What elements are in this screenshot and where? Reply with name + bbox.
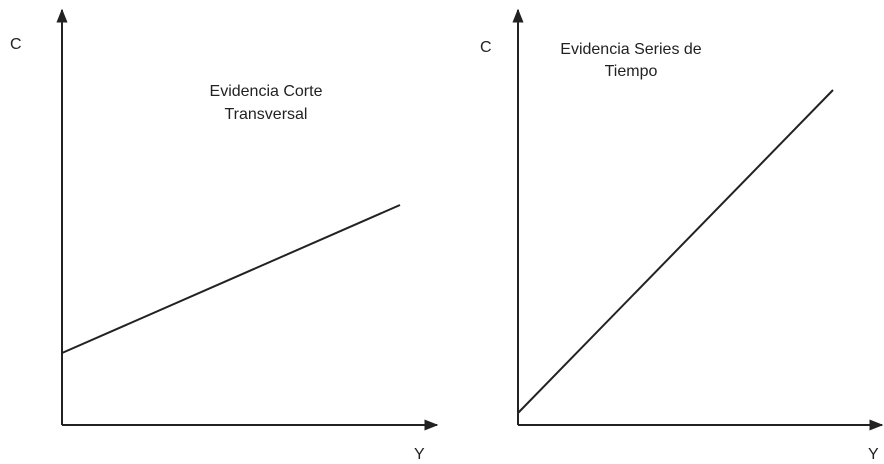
annotation: Tiempo xyxy=(605,63,658,80)
panel-time-series: C Y Evidencia Series de Tiempo xyxy=(480,8,884,463)
panel-cross-section: C Y Evidencia Corte Transversal xyxy=(10,8,439,463)
x-axis-label: Y xyxy=(868,446,879,463)
annotation: Transversal xyxy=(225,106,308,123)
annotation: Evidencia Series de xyxy=(560,41,702,58)
y-axis-label: C xyxy=(480,39,492,56)
consumption-line xyxy=(61,204,401,354)
consumption-line xyxy=(517,89,834,414)
y-axis-label: C xyxy=(10,36,22,53)
annotation: Evidencia Corte xyxy=(210,83,323,100)
x-axis-label: Y xyxy=(414,446,425,463)
